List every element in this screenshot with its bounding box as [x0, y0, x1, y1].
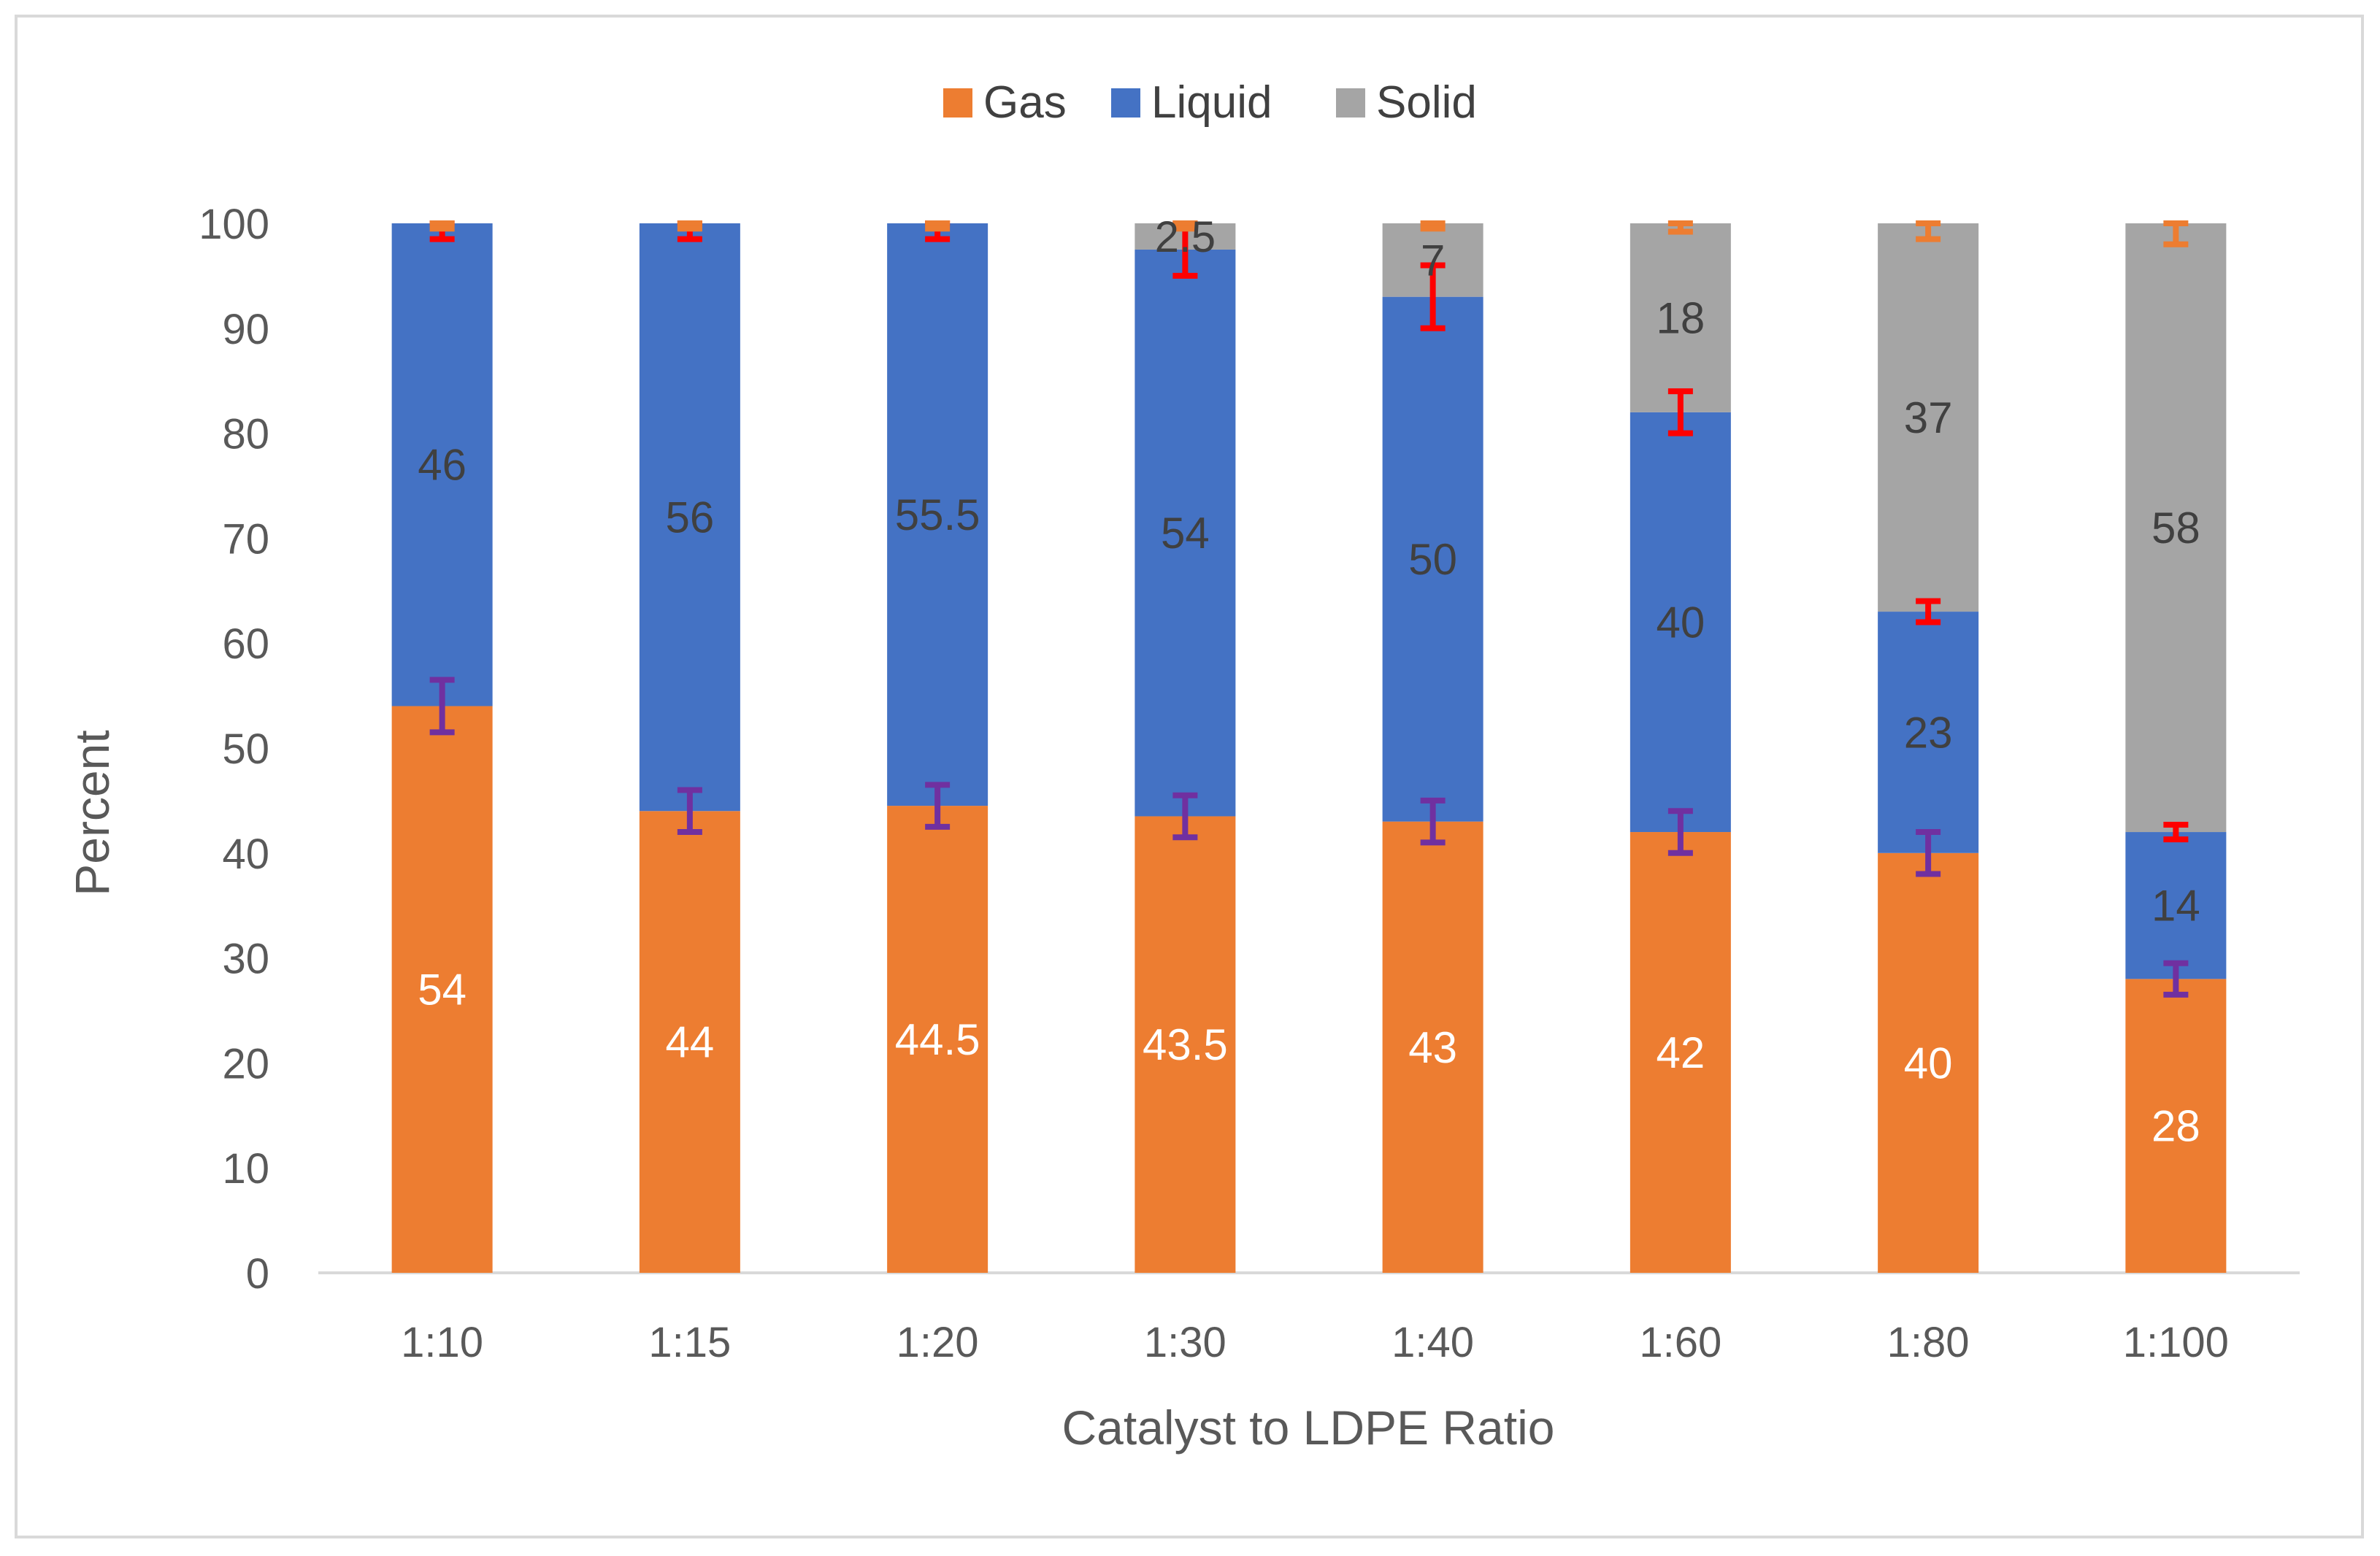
error-bars [429, 220, 2189, 998]
bar-segment-liquid [2125, 832, 2227, 979]
x-tick-label: 1:100 [2123, 1319, 2229, 1366]
bar-segment-liquid [391, 223, 493, 706]
bar-segment-gas [2125, 979, 2227, 1273]
data-label-solid: 37 [1904, 393, 1953, 442]
data-label-liquid: 40 [1657, 598, 1705, 647]
y-tick-label: 90 [222, 306, 269, 353]
legend-item-gas: Gas [943, 77, 1067, 128]
error-bar-liquid [1420, 262, 1446, 331]
bar-segment-gas [1878, 852, 1979, 1273]
y-tick-label: 10 [222, 1145, 269, 1193]
data-labels: 54 46 44 56 44.5 55.5 43.5 54 2.5 43 50 7 42 40 18 40 23… [418, 212, 2200, 1151]
bar-segment-gas [1382, 821, 1483, 1273]
error-bar-liquid [2163, 821, 2189, 843]
chart-frame: Gas Liquid Solid 0 10 20 30 40 50 60 70 80 90 100 54… [15, 15, 2364, 1538]
x-tick-label: 1:80 [1887, 1319, 1970, 1366]
data-label-liquid: 54 [1161, 509, 1210, 558]
legend: Gas Liquid Solid [943, 77, 1477, 128]
bar-segment-liquid [1878, 612, 1979, 853]
bar-segment-gas [1629, 832, 1731, 1273]
y-tick-label: 60 [222, 620, 269, 668]
data-label-gas: 43.5 [1143, 1020, 1228, 1069]
data-label-solid: 18 [1657, 293, 1705, 342]
y-tick-label: 20 [222, 1040, 269, 1087]
error-bar-gas [429, 677, 455, 736]
bar-segment-liquid [1135, 249, 1236, 817]
bar-segment-gas [391, 706, 493, 1273]
bar-segment-liquid [887, 223, 989, 806]
bars [391, 223, 2227, 1273]
data-label-liquid: 23 [1904, 708, 1953, 757]
y-tick-label: 70 [222, 515, 269, 563]
y-tick-label: 0 [246, 1250, 269, 1298]
legend-swatch-liquid [1111, 88, 1140, 118]
legend-item-liquid: Liquid [1111, 77, 1272, 128]
data-label-gas: 54 [418, 966, 467, 1014]
data-label-liquid: 50 [1408, 535, 1457, 584]
y-axis-ticks: 0 10 20 30 40 50 60 70 80 90 100 [199, 201, 269, 1298]
data-label-liquid: 56 [666, 493, 715, 542]
error-bar-gas [677, 787, 702, 836]
error-bar-gas [1172, 792, 1198, 841]
data-label-gas: 43 [1408, 1023, 1457, 1072]
legend-label-solid: Solid [1376, 77, 1477, 128]
bar-segment-liquid [1382, 296, 1483, 822]
bar-segment-solid [1878, 223, 1979, 612]
bar-segment-gas [639, 811, 740, 1273]
error-bar-solid [429, 220, 455, 232]
y-axis-title: Percent [65, 730, 119, 896]
x-tick-label: 1:15 [648, 1319, 731, 1366]
x-axis-ticks: 1:10 1:15 1:20 1:30 1:40 1:60 1:80 1:100 [401, 1319, 2229, 1366]
data-label-solid: 7 [1421, 236, 1445, 285]
x-axis-title: Catalyst to LDPE Ratio [1062, 1401, 1555, 1455]
x-tick-label: 1:30 [1144, 1319, 1227, 1366]
x-tick-label: 1:60 [1639, 1319, 1721, 1366]
bar-segment-liquid [639, 223, 740, 812]
bar-segment-solid [1629, 223, 1731, 412]
data-label-liquid: 46 [418, 441, 467, 490]
data-label-liquid: 55.5 [895, 490, 980, 539]
bar-segment-gas [887, 806, 989, 1273]
x-tick-label: 1:20 [897, 1319, 979, 1366]
legend-swatch-solid [1336, 88, 1365, 118]
error-bar-solid [1172, 220, 1198, 232]
data-label-liquid: 14 [2151, 882, 2200, 931]
error-bar-gas [925, 782, 951, 830]
bar-segment-solid [2125, 223, 2227, 833]
error-bar-solid [1916, 220, 1941, 242]
y-tick-label: 80 [222, 411, 269, 458]
y-tick-label: 50 [222, 725, 269, 773]
error-bar-liquid [1916, 598, 1941, 625]
data-label-gas: 40 [1904, 1039, 1953, 1087]
legend-label-liquid: Liquid [1151, 77, 1272, 128]
legend-swatch-gas [943, 88, 972, 118]
legend-label-gas: Gas [983, 77, 1067, 128]
legend-item-solid: Solid [1336, 77, 1477, 128]
error-bar-solid [1420, 220, 1446, 232]
x-tick-label: 1:10 [401, 1319, 483, 1366]
error-bar-liquid [1667, 388, 1693, 436]
stacked-bar-chart: Gas Liquid Solid 0 10 20 30 40 50 60 70 80 90 100 54… [65, 77, 2300, 1455]
y-tick-label: 100 [199, 201, 269, 248]
error-bar-solid [925, 220, 951, 232]
data-label-solid: 2.5 [1155, 212, 1216, 261]
x-tick-label: 1:40 [1391, 1319, 1474, 1366]
data-label-solid: 58 [2151, 504, 2200, 552]
data-label-gas: 44 [666, 1018, 715, 1067]
data-label-gas: 44.5 [895, 1015, 980, 1064]
error-bar-solid [677, 220, 702, 232]
bar-segment-liquid [1629, 412, 1731, 833]
error-bar-gas [1667, 808, 1693, 856]
error-bar-solid [1667, 220, 1693, 235]
y-tick-label: 30 [222, 936, 269, 983]
data-label-gas: 28 [2151, 1102, 2200, 1151]
bar-segment-gas [1135, 816, 1236, 1273]
error-bar-gas [1420, 797, 1446, 846]
error-bar-solid [2163, 220, 2189, 247]
y-tick-label: 40 [222, 831, 269, 878]
error-bar-gas [1916, 829, 1941, 877]
data-label-gas: 42 [1657, 1028, 1705, 1077]
error-bar-gas [2163, 960, 2189, 998]
